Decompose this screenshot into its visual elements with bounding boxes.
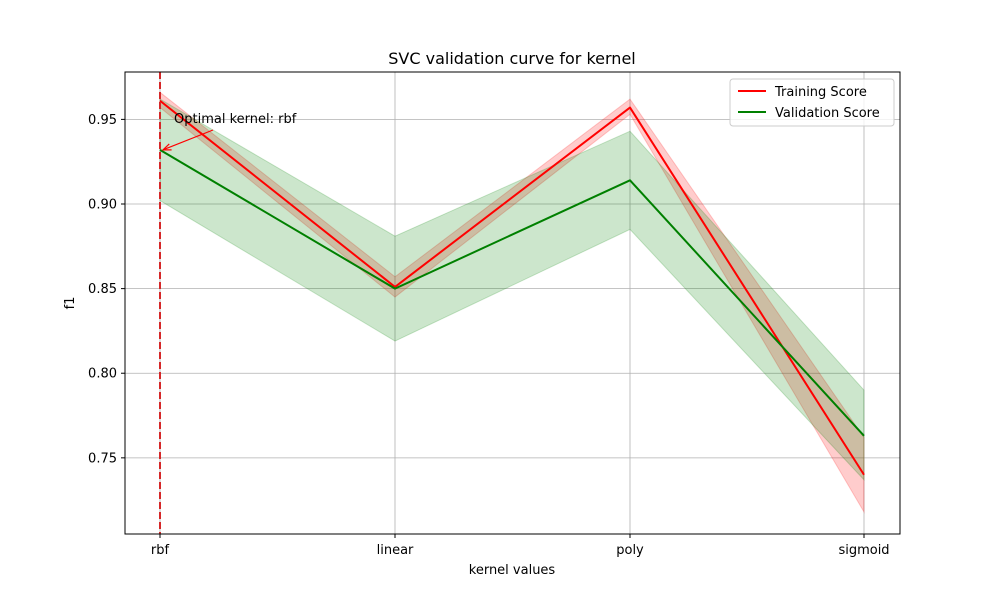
annotation-text: Optimal kernel: rbf — [174, 112, 297, 127]
y-axis-ticks: 0.75 0.80 0.85 0.90 0.95 — [88, 113, 125, 466]
annotation-arrow — [162, 129, 214, 151]
annotation-arrowhead — [161, 143, 172, 151]
validation-confidence-band — [159, 98, 865, 482]
y-tick-label-3: 0.90 — [88, 198, 117, 213]
y-tick-label-2: 0.85 — [88, 282, 117, 297]
validation-score-line — [159, 148, 865, 437]
confidence-bands — [159, 91, 865, 514]
x-axis-ticks: rbf linear poly sigmoid — [151, 534, 890, 558]
legend-label-validation: Validation Score — [775, 106, 880, 121]
x-tick-label-sigmoid: sigmoid — [838, 543, 889, 558]
x-tick-label-linear: linear — [377, 543, 414, 558]
legend-box — [729, 78, 895, 127]
training-score-line — [159, 99, 865, 476]
y-tick-label-1: 0.80 — [88, 367, 117, 382]
legend: Training Score Validation Score — [729, 78, 895, 127]
series-lines — [159, 99, 865, 476]
annotation-layer: Optimal kernel: rbf — [161, 112, 297, 151]
plot-frame — [124, 71, 901, 535]
y-tick-label-4: 0.95 — [88, 113, 117, 128]
x-axis-label: kernel values — [469, 563, 556, 578]
x-tick-label-poly: poly — [616, 543, 644, 558]
legend-label-training: Training Score — [774, 85, 867, 100]
y-tick-label-0: 0.75 — [88, 451, 117, 466]
chart-title: SVC validation curve for kernel — [388, 49, 635, 68]
x-tick-label-rbf: rbf — [151, 543, 170, 558]
y-axis-label: f1 — [63, 297, 78, 310]
